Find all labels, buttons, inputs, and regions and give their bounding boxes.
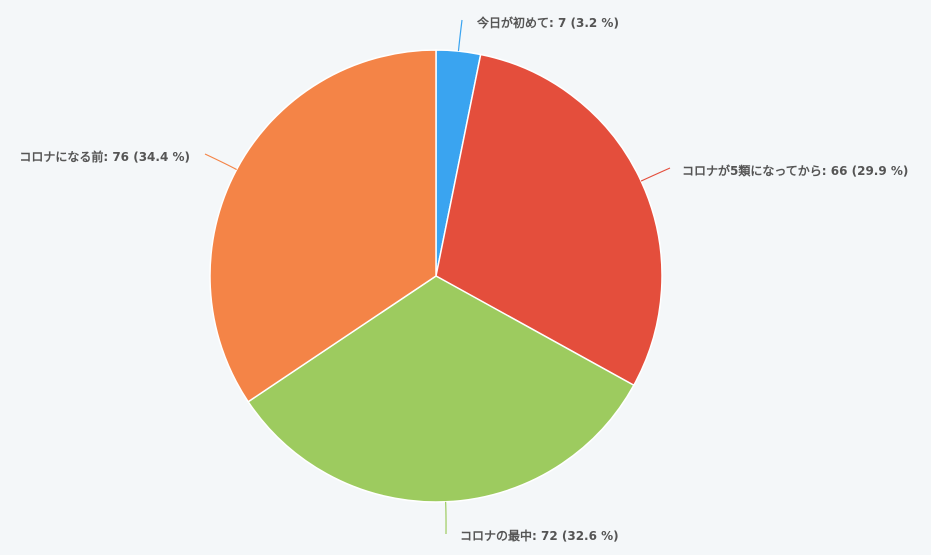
slice-4-wedge[interactable] bbox=[209, 49, 437, 403]
slice-1-leader-line bbox=[457, 19, 463, 52]
slice-2-leader-line bbox=[640, 167, 671, 182]
slice-4-data-label: コロナになる前: 76 (34.4 %) bbox=[19, 149, 190, 164]
slice-2-wedge[interactable] bbox=[435, 53, 663, 387]
slice-2-data-label: コロナが5類になってから: 66 (29.9 %) bbox=[682, 163, 908, 178]
slices-layer bbox=[209, 49, 663, 503]
slice-4-leader-line bbox=[204, 153, 237, 171]
slice-3-data-label: コロナの最中: 72 (32.6 %) bbox=[460, 528, 619, 543]
leader-lines-layer bbox=[204, 19, 671, 535]
slice-3-wedge[interactable] bbox=[247, 275, 635, 503]
slice-1-data-label: 今日が初めて: 7 (3.2 %) bbox=[476, 15, 619, 30]
labels-layer: 今日が初めて: 7 (3.2 %) コロナが5類になってから: 66 (29.9 … bbox=[19, 15, 908, 543]
